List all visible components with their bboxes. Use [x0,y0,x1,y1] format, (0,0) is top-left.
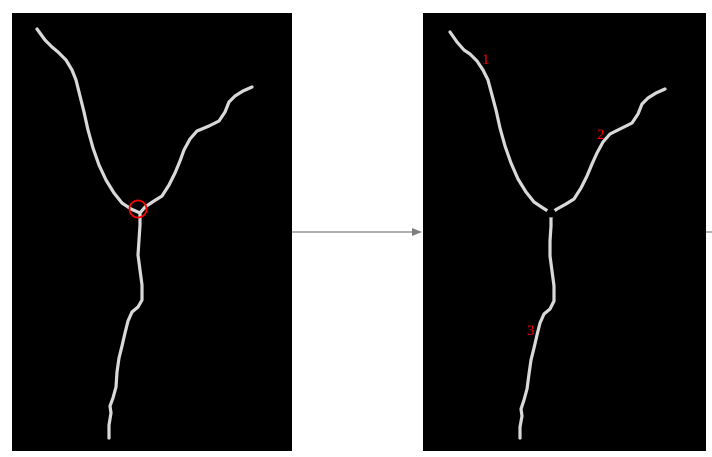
left-image-panel [12,13,292,451]
right-branch-3 [518,211,556,440]
junction-dot [546,208,556,218]
left-branch-upper-right [138,85,254,215]
junction-highlight-circle [128,199,148,219]
left-branch-upper-left [35,27,142,215]
right-skeleton: 1 2 3 [448,30,667,440]
left-skeleton [35,27,254,440]
right-branch-1 [448,30,553,215]
branch-label-3: 3 [527,323,535,339]
branch-label-2: 2 [597,127,605,143]
right-image-panel [423,13,706,451]
branch-label-1: 1 [482,52,490,68]
left-branch-lower [107,211,144,440]
right-branch-2 [549,87,667,215]
